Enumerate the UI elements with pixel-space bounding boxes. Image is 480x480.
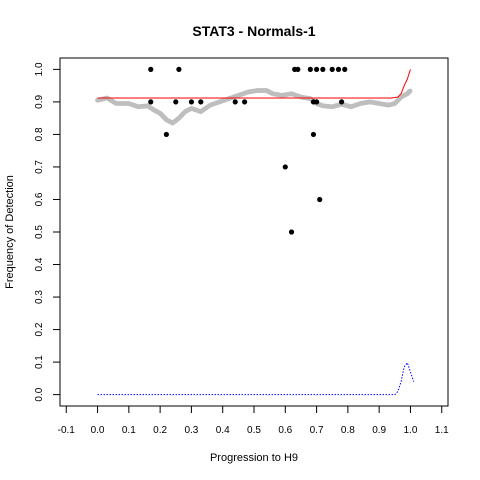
fit-line — [97, 69, 411, 99]
plot-frame — [59, 57, 449, 407]
y-tick-label: 0.8 — [34, 127, 45, 141]
observed-point — [282, 164, 288, 170]
x-tick-label: 0.7 — [310, 425, 324, 436]
y-axis-label: Frequency of Detection — [4, 175, 16, 289]
observed-point — [335, 66, 342, 72]
y-tick-label: 0.9 — [34, 95, 45, 109]
y-tick-label: 0.0 — [34, 387, 45, 401]
observed-point — [339, 99, 345, 105]
x-tick-label: 0.8 — [341, 425, 355, 436]
x-tick-label: 0.4 — [216, 425, 230, 436]
observed-point — [242, 99, 248, 105]
observed-point — [232, 99, 238, 105]
observed-point — [317, 196, 323, 203]
y-tick-label: 0.6 — [34, 192, 45, 206]
observed-point — [163, 131, 169, 138]
observed-point — [313, 66, 320, 72]
y-axis: 0.0 0.1 0.2 0.3 0.4 0.5 0.6 0.7 0.8 0.9 1.0 — [34, 62, 61, 402]
x-axis: -0.1 0.0 0.1 0.2 0.3 0.4 0.5 0.6 0.7 0.8 0.9 1.0 1.1 — [58, 405, 449, 436]
y-tick-label: 0.1 — [34, 355, 45, 369]
chart-title: STAT3 - Normals-1 — [192, 23, 315, 39]
observed-point — [198, 99, 204, 105]
observed-point — [148, 99, 154, 105]
y-tick-label: 0.2 — [34, 322, 45, 336]
y-tick-label: 1.0 — [34, 62, 45, 76]
observed-point — [310, 131, 317, 138]
x-tick-label: 0.0 — [91, 425, 105, 436]
observed-point — [307, 66, 313, 72]
observed-point — [320, 66, 326, 72]
observed-point — [295, 66, 301, 72]
x-axis-label: Progression to H9 — [210, 452, 298, 464]
density-line — [97, 361, 415, 396]
x-tick-label: 1.0 — [403, 425, 417, 436]
observed-point — [176, 66, 182, 72]
x-tick-label: 1.1 — [435, 425, 449, 436]
y-tick-label: 0.3 — [34, 290, 45, 304]
x-tick-label: 0.6 — [278, 425, 292, 436]
y-tick-label: 0.4 — [34, 257, 45, 271]
x-tick-label: 0.5 — [247, 425, 261, 436]
observed-point — [313, 99, 320, 105]
x-tick-label: -0.1 — [58, 425, 76, 436]
y-tick-label: 0.7 — [34, 160, 45, 174]
plot-layer — [95, 66, 415, 396]
y-tick-label: 0.5 — [34, 225, 45, 239]
x-tick-label: 0.9 — [372, 425, 386, 436]
observed-point — [148, 66, 154, 72]
observed-point — [288, 229, 295, 235]
x-tick-label: 0.2 — [153, 425, 167, 436]
observed-point — [342, 66, 348, 72]
x-tick-label: 0.1 — [122, 425, 136, 436]
observed-point — [329, 66, 335, 72]
observed-point — [188, 99, 195, 105]
smoothed-point — [407, 88, 413, 94]
observed-point — [173, 99, 179, 105]
x-tick-label: 0.3 — [184, 425, 198, 436]
